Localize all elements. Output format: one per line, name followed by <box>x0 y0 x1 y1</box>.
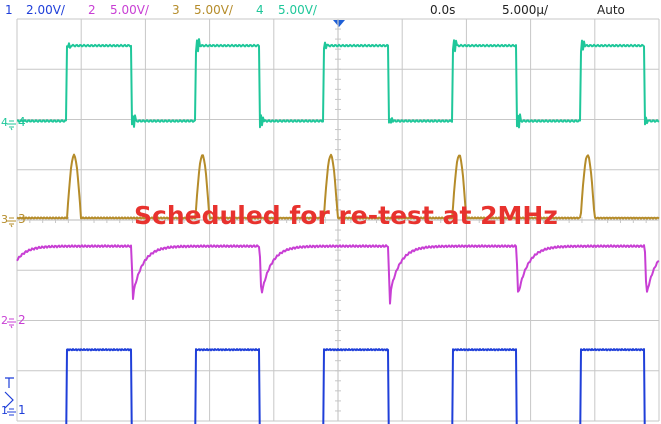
ch4-ground-icon <box>7 120 16 131</box>
ch1-ground-marker[interactable]: 1 1 <box>1 377 26 417</box>
ch3-number[interactable]: 3 <box>172 3 180 17</box>
ch2-ground-marker[interactable]: 2 2 <box>1 313 26 329</box>
header-bar: 1 2.00V/ 2 5.00V/ 3 5.00V/ 4 5.00V/ 0.0s… <box>5 3 625 27</box>
ch4-ground-label: 4 <box>1 116 8 129</box>
ch2-scale[interactable]: 5.00V/ <box>110 3 150 17</box>
ch2-ground-icon <box>7 318 16 329</box>
ch3-marker-label: 3 <box>18 212 26 226</box>
ch4-ground-marker[interactable]: 4 4 <box>1 115 26 131</box>
ch1-trigger-level-icon <box>4 377 14 409</box>
ch1-marker-label: 1 <box>18 403 26 417</box>
trace-ch2 <box>16 244 660 305</box>
ch1-number[interactable]: 1 <box>5 3 13 17</box>
channel-markers: 4 4 3 3 2 2 1 1 <box>1 115 26 417</box>
ch2-ground-label: 2 <box>1 314 8 327</box>
trigger-mode[interactable]: Auto <box>597 3 625 17</box>
time-offset[interactable]: 0.0s <box>430 3 455 17</box>
ch3-ground-marker[interactable]: 3 3 <box>1 212 26 228</box>
graticule <box>16 18 660 422</box>
ch4-marker-label: 4 <box>18 115 26 129</box>
ch3-scale[interactable]: 5.00V/ <box>194 3 234 17</box>
trace-ch4 <box>16 38 660 129</box>
trace-ch3 <box>16 153 660 220</box>
trace-ch1 <box>65 348 646 424</box>
ch2-number[interactable]: 2 <box>88 3 96 17</box>
ch1-ground-icon <box>7 408 16 416</box>
retest-annotation: Scheduled for re-test at 2MHz <box>134 201 558 230</box>
trigger-position-icon[interactable] <box>333 20 345 27</box>
ch1-ground-label: 1 <box>1 404 8 417</box>
ch4-number[interactable]: 4 <box>256 3 264 17</box>
ch2-marker-label: 2 <box>18 313 26 327</box>
timebase[interactable]: 5.000µ/ <box>502 3 549 17</box>
traces <box>16 38 660 424</box>
ch3-ground-icon <box>7 217 16 228</box>
ch3-ground-label: 3 <box>1 213 8 226</box>
ch4-scale[interactable]: 5.00V/ <box>278 3 318 17</box>
ch1-scale[interactable]: 2.00V/ <box>26 3 66 17</box>
